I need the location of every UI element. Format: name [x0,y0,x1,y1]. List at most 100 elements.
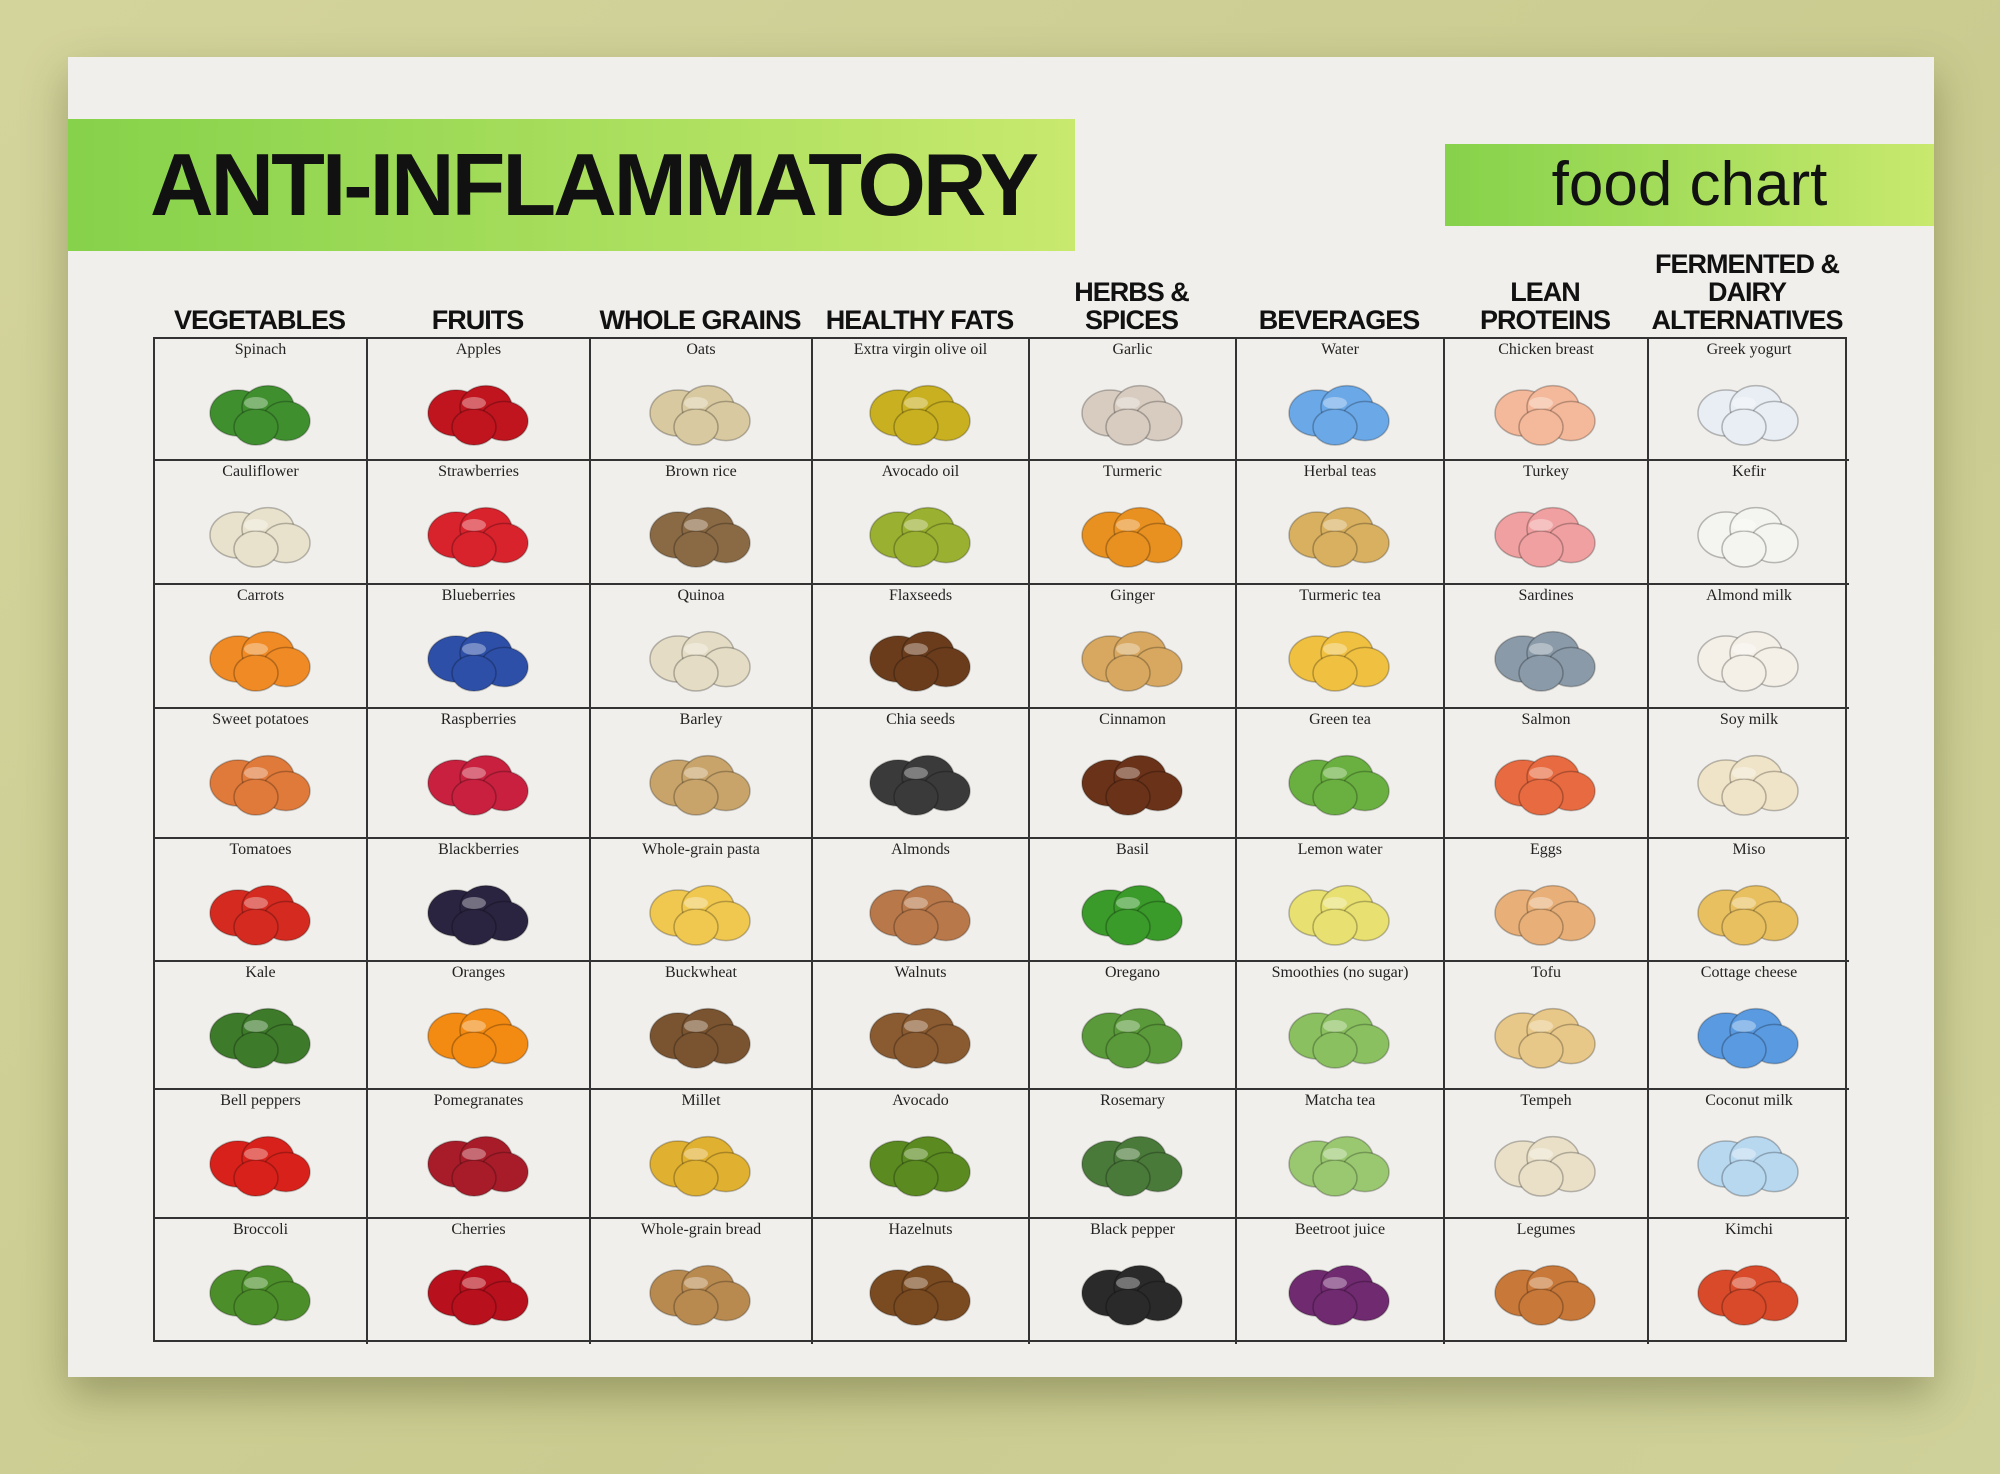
food-name: Legumes [1516,1221,1576,1238]
illustration-shape [450,1159,497,1197]
illustration-shape [450,408,497,446]
food-illustration [1080,384,1183,446]
illustration-shape [1721,408,1767,446]
illustration-shape [232,1159,279,1197]
food-cell: Extra virgin olive oil [813,339,1030,461]
food-cell: Eggs [1445,839,1649,962]
illustration-shape [450,530,497,568]
illustration-shape [232,530,279,568]
illustration-shape [673,408,719,446]
highlight [903,643,928,655]
illustration-shape [673,1031,719,1069]
food-name: Eggs [1530,841,1562,858]
food-illustration [868,1264,971,1326]
food-illustration [649,1135,751,1197]
highlight [1323,1148,1347,1160]
food-cell: Flaxseeds [813,585,1030,709]
illustration-shape [450,654,497,692]
food-illustration [1697,1264,1799,1326]
food-name: Lemon water [1297,841,1383,858]
food-name: Cherries [451,1221,506,1238]
food-cell: Miso [1649,839,1849,962]
highlight [1732,519,1756,531]
food-illustration [1494,1135,1596,1197]
food-illustration [649,1264,751,1326]
food-name: Kale [245,964,276,981]
food-cell: Quinoa [591,585,813,709]
food-illustration [208,884,311,946]
food-name: Carrots [236,587,285,604]
food-name: Blackberries [438,841,519,858]
food-name: Strawberries [438,463,519,480]
food-cell: Tofu [1445,962,1649,1090]
illustration-shape [673,654,719,692]
food-cell: Matcha tea [1237,1090,1445,1219]
illustration-shape [1518,1288,1564,1326]
highlight [1115,643,1140,655]
food-name: Raspberries [440,711,517,728]
food-illustration [1494,1264,1596,1326]
food-illustration [1494,754,1596,816]
highlight [243,643,268,655]
highlight [903,519,928,531]
food-illustration [208,630,311,692]
illustration-shape [450,908,497,946]
food-illustration [1697,884,1799,946]
food-illustration [1080,630,1183,692]
food-cell: Cauliflower [155,461,368,585]
column-header: BEVERAGES [1258,305,1421,335]
food-cell: Tomatoes [155,839,368,962]
card [68,57,1934,1377]
highlight [1115,1148,1140,1160]
column-header: FERMENTED & DAIRY ALTERNATIVES [1651,250,1843,335]
food-name: Avocado [892,1092,949,1109]
illustration-shape [1312,1031,1358,1069]
title: ANTI-INFLAMMATORY [150,135,1039,234]
illustration-shape [1312,778,1358,816]
highlight [1115,1277,1140,1289]
food-illustration [1080,1007,1183,1069]
illustration-shape [1518,1159,1564,1197]
food-cell: Strawberries [368,461,591,585]
food-cell: Whole-grain pasta [591,839,813,962]
illustration-shape [1104,1159,1151,1197]
food-cell: Coconut milk [1649,1090,1849,1219]
food-cell: Sweet potatoes [155,709,368,839]
food-illustration [1288,1007,1390,1069]
food-illustration [426,1264,529,1326]
illustration-shape [1518,654,1564,692]
food-cell: Cherries [368,1219,591,1344]
food-cell: Apples [368,339,591,461]
food-cell: Avocado [813,1090,1030,1219]
illustration-shape [673,1159,719,1197]
food-cell: Barley [591,709,813,839]
food-name: Almonds [891,841,950,858]
food-illustration [208,1264,311,1326]
illustration-shape [1518,530,1564,568]
illustration-shape [673,1288,719,1326]
food-cell: Kale [155,962,368,1090]
food-illustration [1080,884,1183,946]
food-name: Turmeric tea [1299,587,1381,604]
highlight [684,397,708,409]
food-cell: Broccoli [155,1219,368,1344]
highlight [461,643,486,655]
food-cell: Hazelnuts [813,1219,1030,1344]
food-name: Barley [679,711,723,728]
column-header: HERBS & SPICES [1074,277,1190,335]
food-table: Spinach Apples Oats Extra virgin olive oil G… [153,337,1849,1344]
illustration-shape [892,1288,939,1326]
highlight [461,1148,486,1160]
illustration-shape [673,778,719,816]
highlight [903,1020,928,1032]
highlight [243,1148,268,1160]
subtitle-band [1445,144,1934,226]
food-cell: Pomegranates [368,1090,591,1219]
illustration-shape [1312,908,1358,946]
illustration-shape [1518,778,1564,816]
food-illustration [208,384,311,446]
food-cell: Almond milk [1649,585,1849,709]
highlight [684,1020,708,1032]
illustration-shape [1721,1031,1767,1069]
